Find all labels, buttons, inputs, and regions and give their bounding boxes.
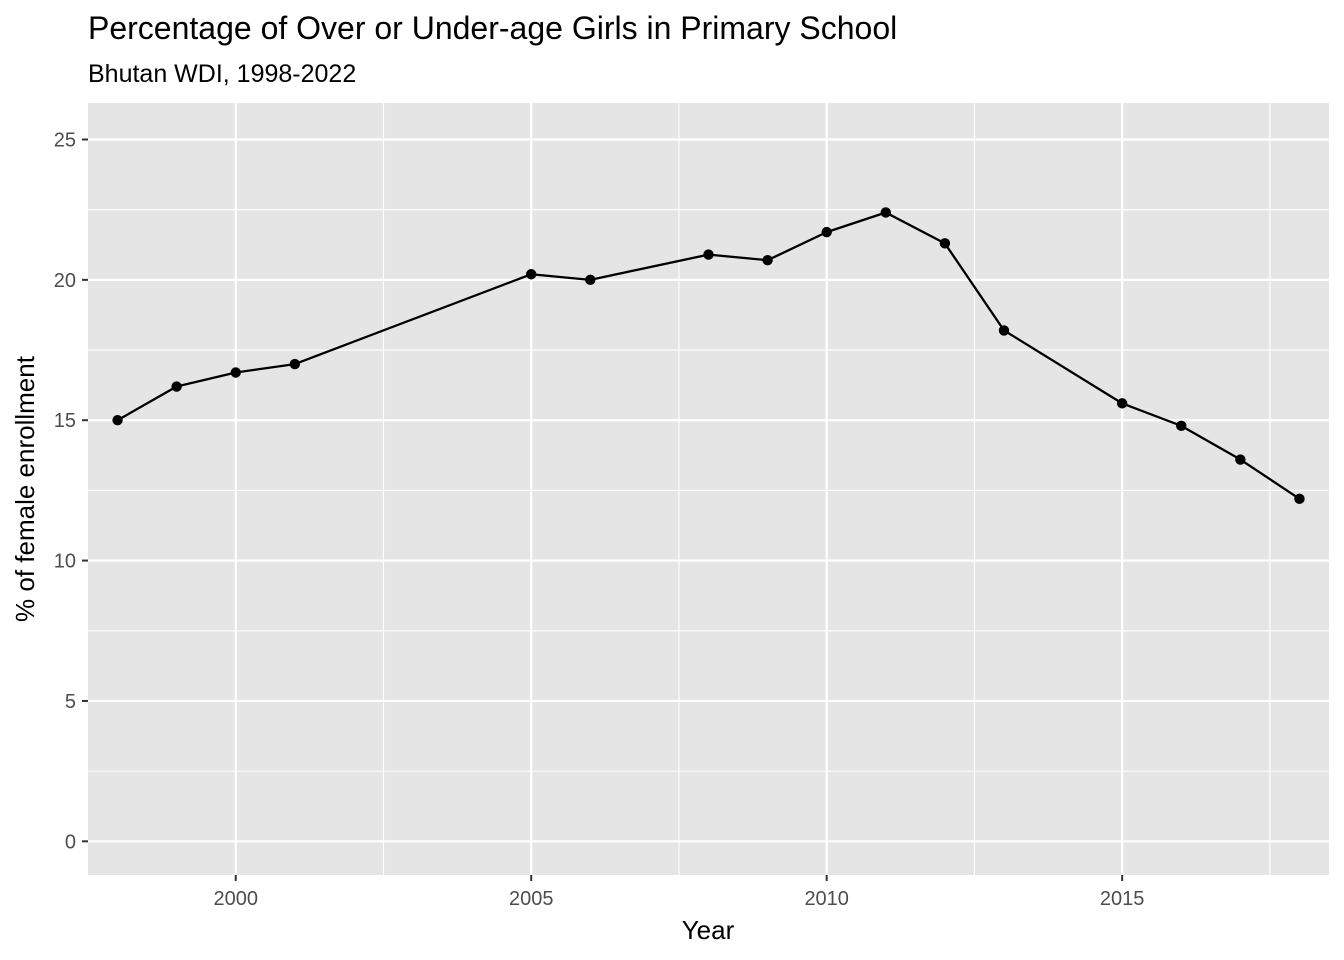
data-point bbox=[171, 381, 182, 392]
y-tick-label: 15 bbox=[54, 410, 76, 432]
series-group bbox=[112, 207, 1305, 505]
x-axis-title: Year bbox=[682, 915, 735, 945]
y-tick-label: 5 bbox=[65, 691, 76, 713]
data-point bbox=[1176, 420, 1187, 432]
y-tick-label: 10 bbox=[54, 551, 76, 573]
y-tick-label: 20 bbox=[54, 270, 76, 292]
x-tick-label: 2015 bbox=[1100, 888, 1145, 910]
data-point bbox=[880, 207, 891, 218]
data-point bbox=[821, 226, 832, 238]
data-point bbox=[112, 415, 123, 426]
chart-title: Percentage of Over or Under-age Girls in… bbox=[88, 10, 897, 46]
x-tick-label: 2000 bbox=[213, 888, 258, 910]
data-point bbox=[585, 274, 596, 286]
data-point bbox=[939, 238, 951, 249]
data-point bbox=[998, 325, 1010, 336]
data-point bbox=[289, 358, 301, 370]
axes: 2000 2005 2010 2015 0 5 10 15 20 25 bbox=[54, 129, 1145, 910]
gridlines bbox=[88, 103, 1329, 875]
data-point bbox=[762, 255, 773, 266]
y-tick-label: 25 bbox=[54, 129, 76, 151]
x-tick-label: 2010 bbox=[804, 888, 849, 910]
data-point bbox=[1116, 398, 1128, 409]
data-point bbox=[703, 249, 714, 260]
data-point bbox=[526, 269, 537, 280]
chart-subtitle: Bhutan WDI, 1998-2022 bbox=[88, 60, 356, 88]
x-tick-label: 2005 bbox=[509, 888, 554, 910]
y-tick-label: 0 bbox=[65, 831, 76, 853]
data-point bbox=[1235, 454, 1246, 465]
series-line bbox=[116, 211, 1301, 500]
data-point bbox=[1294, 493, 1305, 505]
y-axis-title: % of female enrollment bbox=[10, 355, 40, 622]
plot-panel bbox=[88, 103, 1329, 875]
data-point bbox=[230, 367, 241, 378]
